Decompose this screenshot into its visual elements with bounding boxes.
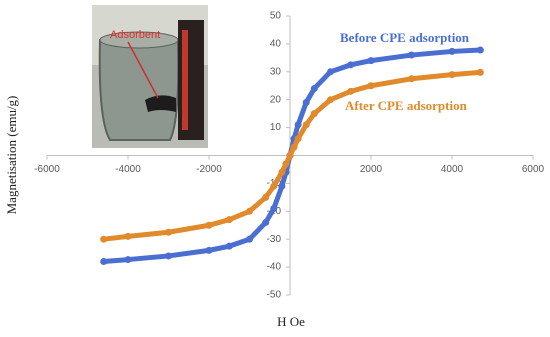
data-point (290, 143, 298, 151)
x-tick-label: -2000 (196, 164, 222, 175)
data-point (205, 221, 213, 229)
data-point (476, 46, 484, 54)
data-point (225, 242, 233, 250)
data-point (302, 121, 310, 129)
data-point (408, 75, 415, 83)
x-tick-label: 2000 (360, 164, 383, 175)
y-tick-label: 30 (270, 66, 282, 77)
data-point (327, 96, 334, 104)
data-point (100, 258, 108, 266)
data-point (367, 57, 375, 65)
x-tick-label: -6000 (34, 164, 60, 175)
data-point (310, 110, 318, 118)
y-tick-label: 40 (270, 39, 282, 50)
data-point (294, 135, 302, 143)
magnet-stripe (182, 30, 188, 130)
inset-label: Adsorbent (110, 29, 160, 41)
data-point (225, 216, 233, 224)
data-point (282, 160, 290, 168)
data-point (476, 68, 484, 76)
data-point (246, 235, 253, 243)
data-point (270, 205, 278, 213)
y-tick-label: -30 (267, 234, 282, 245)
y-tick-label: 20 (270, 94, 282, 105)
y-tick-label: 50 (270, 11, 282, 22)
y-axis-title: Magnetisation (emu/g) (4, 96, 19, 215)
data-point (262, 193, 270, 201)
data-point (408, 51, 415, 59)
data-point (286, 152, 294, 159)
data-point (448, 71, 456, 79)
data-point (246, 207, 253, 215)
data-point (124, 256, 132, 264)
y-tick-label: -50 (267, 290, 282, 301)
adsorbent-mass (145, 95, 176, 112)
x-tick-label: 4000 (441, 164, 464, 175)
data-point (165, 228, 172, 236)
y-tick-label: -40 (267, 262, 282, 273)
data-point (262, 218, 270, 226)
inset-photo: Adsorbent (92, 5, 208, 148)
data-point (310, 85, 318, 93)
x-axis-title: H Oe (277, 314, 305, 329)
data-point (124, 232, 132, 240)
data-point (327, 68, 334, 76)
data-point (165, 252, 172, 260)
data-point (278, 182, 286, 190)
data-point (278, 168, 286, 176)
data-point (347, 61, 355, 69)
series-label: After CPE adsorption (345, 98, 468, 113)
data-point (347, 87, 355, 95)
data-point (205, 246, 213, 254)
series-label: Before CPE adsorption (340, 30, 470, 45)
inset-arrow (127, 41, 159, 99)
x-tick-label: -4000 (115, 164, 141, 175)
data-point (448, 47, 456, 55)
jar (98, 39, 180, 141)
y-tick-label: 10 (270, 122, 282, 133)
data-point (270, 182, 278, 190)
magnet (178, 20, 204, 140)
x-tick-label: 6000 (522, 164, 545, 175)
data-point (302, 98, 310, 106)
data-point (100, 235, 108, 243)
data-point (367, 82, 375, 90)
data-point (294, 121, 302, 129)
